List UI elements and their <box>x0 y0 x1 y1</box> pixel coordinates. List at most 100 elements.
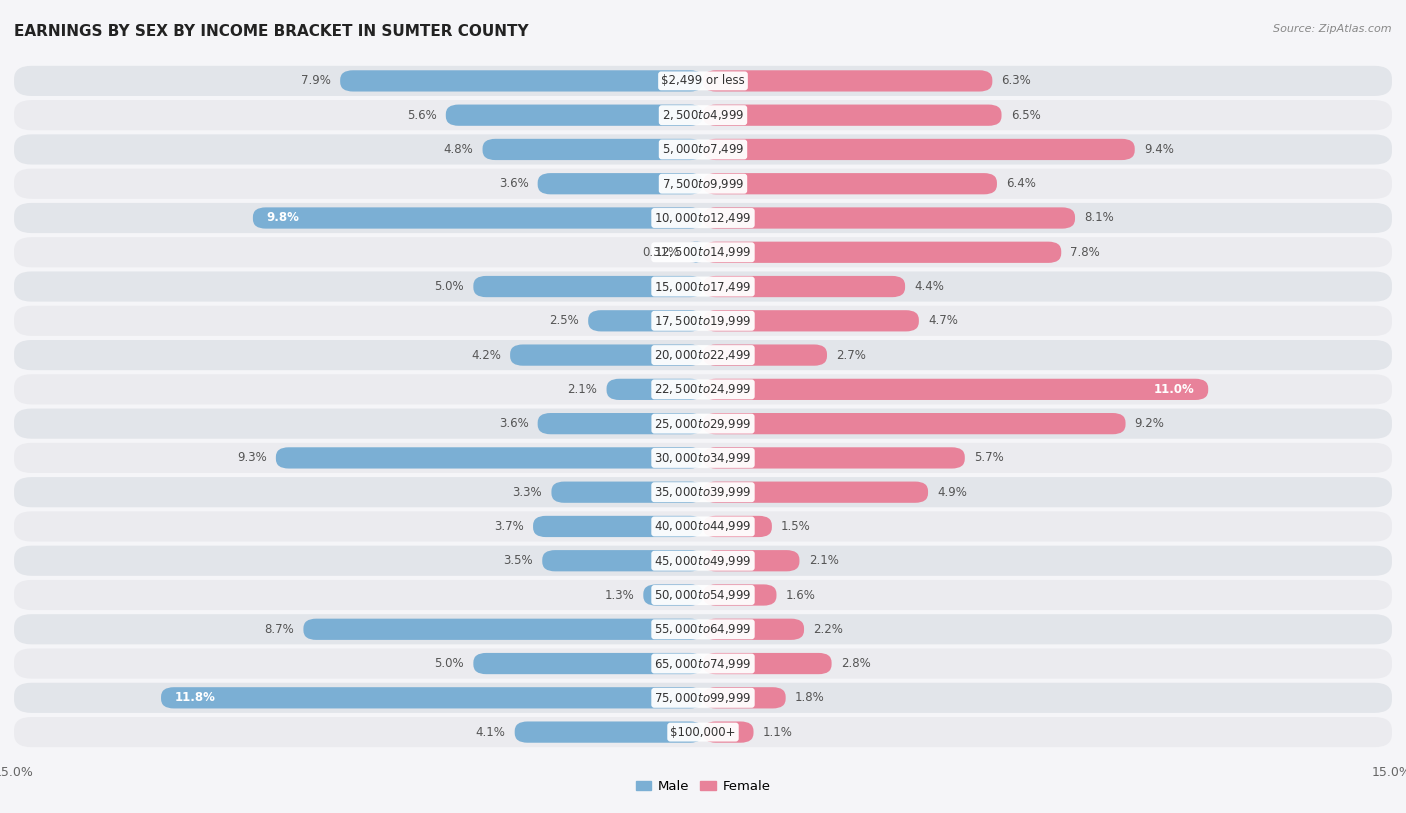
Text: $7,500 to $9,999: $7,500 to $9,999 <box>662 176 744 191</box>
FancyBboxPatch shape <box>515 721 703 743</box>
FancyBboxPatch shape <box>703 379 1208 400</box>
Text: 7.8%: 7.8% <box>1070 246 1099 259</box>
FancyBboxPatch shape <box>510 345 703 366</box>
FancyBboxPatch shape <box>703 721 754 743</box>
FancyBboxPatch shape <box>703 345 827 366</box>
FancyBboxPatch shape <box>533 515 703 537</box>
Text: $55,000 to $64,999: $55,000 to $64,999 <box>654 622 752 637</box>
FancyBboxPatch shape <box>14 306 1392 336</box>
Text: 2.1%: 2.1% <box>568 383 598 396</box>
FancyBboxPatch shape <box>703 70 993 92</box>
FancyBboxPatch shape <box>703 653 831 674</box>
FancyBboxPatch shape <box>162 687 703 708</box>
FancyBboxPatch shape <box>588 311 703 332</box>
FancyBboxPatch shape <box>14 100 1392 130</box>
Text: 5.7%: 5.7% <box>974 451 1004 464</box>
Text: 2.2%: 2.2% <box>813 623 844 636</box>
FancyBboxPatch shape <box>703 687 786 708</box>
FancyBboxPatch shape <box>14 614 1392 645</box>
FancyBboxPatch shape <box>689 241 703 263</box>
Text: $35,000 to $39,999: $35,000 to $39,999 <box>654 485 752 499</box>
FancyBboxPatch shape <box>703 447 965 468</box>
Text: 2.1%: 2.1% <box>808 554 838 567</box>
Text: 3.6%: 3.6% <box>499 417 529 430</box>
FancyBboxPatch shape <box>14 374 1392 404</box>
FancyBboxPatch shape <box>543 550 703 572</box>
Text: 7.9%: 7.9% <box>301 75 330 88</box>
FancyBboxPatch shape <box>703 173 997 194</box>
Text: $65,000 to $74,999: $65,000 to $74,999 <box>654 657 752 671</box>
FancyBboxPatch shape <box>703 481 928 502</box>
FancyBboxPatch shape <box>14 340 1392 370</box>
Text: $2,499 or less: $2,499 or less <box>661 75 745 88</box>
Text: EARNINGS BY SEX BY INCOME BRACKET IN SUMTER COUNTY: EARNINGS BY SEX BY INCOME BRACKET IN SUM… <box>14 24 529 39</box>
FancyBboxPatch shape <box>703 276 905 298</box>
Text: 1.6%: 1.6% <box>786 589 815 602</box>
Text: 6.3%: 6.3% <box>1001 75 1031 88</box>
FancyBboxPatch shape <box>14 203 1392 233</box>
Text: $25,000 to $29,999: $25,000 to $29,999 <box>654 416 752 431</box>
FancyBboxPatch shape <box>703 413 1126 434</box>
Text: $15,000 to $17,499: $15,000 to $17,499 <box>654 280 752 293</box>
Text: 6.4%: 6.4% <box>1007 177 1036 190</box>
Text: $2,500 to $4,999: $2,500 to $4,999 <box>662 108 744 122</box>
Text: 11.0%: 11.0% <box>1154 383 1195 396</box>
FancyBboxPatch shape <box>14 649 1392 679</box>
FancyBboxPatch shape <box>14 580 1392 610</box>
FancyBboxPatch shape <box>703 139 1135 160</box>
Legend: Male, Female: Male, Female <box>630 775 776 798</box>
FancyBboxPatch shape <box>644 585 703 606</box>
FancyBboxPatch shape <box>537 173 703 194</box>
FancyBboxPatch shape <box>474 653 703 674</box>
Text: $22,500 to $24,999: $22,500 to $24,999 <box>654 382 752 397</box>
Text: $75,000 to $99,999: $75,000 to $99,999 <box>654 691 752 705</box>
Text: 4.4%: 4.4% <box>914 280 945 293</box>
FancyBboxPatch shape <box>304 619 703 640</box>
Text: 8.1%: 8.1% <box>1084 211 1114 224</box>
Text: $100,000+: $100,000+ <box>671 725 735 738</box>
Text: 1.8%: 1.8% <box>794 691 824 704</box>
Text: 2.8%: 2.8% <box>841 657 870 670</box>
FancyBboxPatch shape <box>253 207 703 228</box>
Text: 1.5%: 1.5% <box>782 520 811 533</box>
Text: 4.9%: 4.9% <box>938 485 967 498</box>
FancyBboxPatch shape <box>14 272 1392 302</box>
FancyBboxPatch shape <box>14 683 1392 713</box>
FancyBboxPatch shape <box>551 481 703 502</box>
FancyBboxPatch shape <box>703 550 800 572</box>
Text: 2.5%: 2.5% <box>550 315 579 328</box>
FancyBboxPatch shape <box>703 311 920 332</box>
FancyBboxPatch shape <box>474 276 703 298</box>
Text: $5,000 to $7,499: $5,000 to $7,499 <box>662 142 744 156</box>
FancyBboxPatch shape <box>703 105 1001 126</box>
Text: 5.0%: 5.0% <box>434 657 464 670</box>
Text: $50,000 to $54,999: $50,000 to $54,999 <box>654 588 752 602</box>
Text: $30,000 to $34,999: $30,000 to $34,999 <box>654 451 752 465</box>
Text: $12,500 to $14,999: $12,500 to $14,999 <box>654 246 752 259</box>
FancyBboxPatch shape <box>14 443 1392 473</box>
Text: 4.2%: 4.2% <box>471 349 501 362</box>
Text: 1.3%: 1.3% <box>605 589 634 602</box>
FancyBboxPatch shape <box>276 447 703 468</box>
FancyBboxPatch shape <box>14 717 1392 747</box>
Text: 2.7%: 2.7% <box>837 349 866 362</box>
Text: 3.6%: 3.6% <box>499 177 529 190</box>
Text: 8.7%: 8.7% <box>264 623 294 636</box>
Text: 3.5%: 3.5% <box>503 554 533 567</box>
Text: 3.7%: 3.7% <box>494 520 524 533</box>
FancyBboxPatch shape <box>703 207 1076 228</box>
Text: 3.3%: 3.3% <box>513 485 543 498</box>
FancyBboxPatch shape <box>703 515 772 537</box>
FancyBboxPatch shape <box>703 585 776 606</box>
Text: $45,000 to $49,999: $45,000 to $49,999 <box>654 554 752 567</box>
Text: $40,000 to $44,999: $40,000 to $44,999 <box>654 520 752 533</box>
FancyBboxPatch shape <box>14 546 1392 576</box>
FancyBboxPatch shape <box>14 134 1392 164</box>
Text: 4.8%: 4.8% <box>444 143 474 156</box>
FancyBboxPatch shape <box>703 619 804 640</box>
Text: $17,500 to $19,999: $17,500 to $19,999 <box>654 314 752 328</box>
Text: 4.1%: 4.1% <box>475 725 506 738</box>
FancyBboxPatch shape <box>537 413 703 434</box>
Text: 9.4%: 9.4% <box>1144 143 1174 156</box>
FancyBboxPatch shape <box>446 105 703 126</box>
